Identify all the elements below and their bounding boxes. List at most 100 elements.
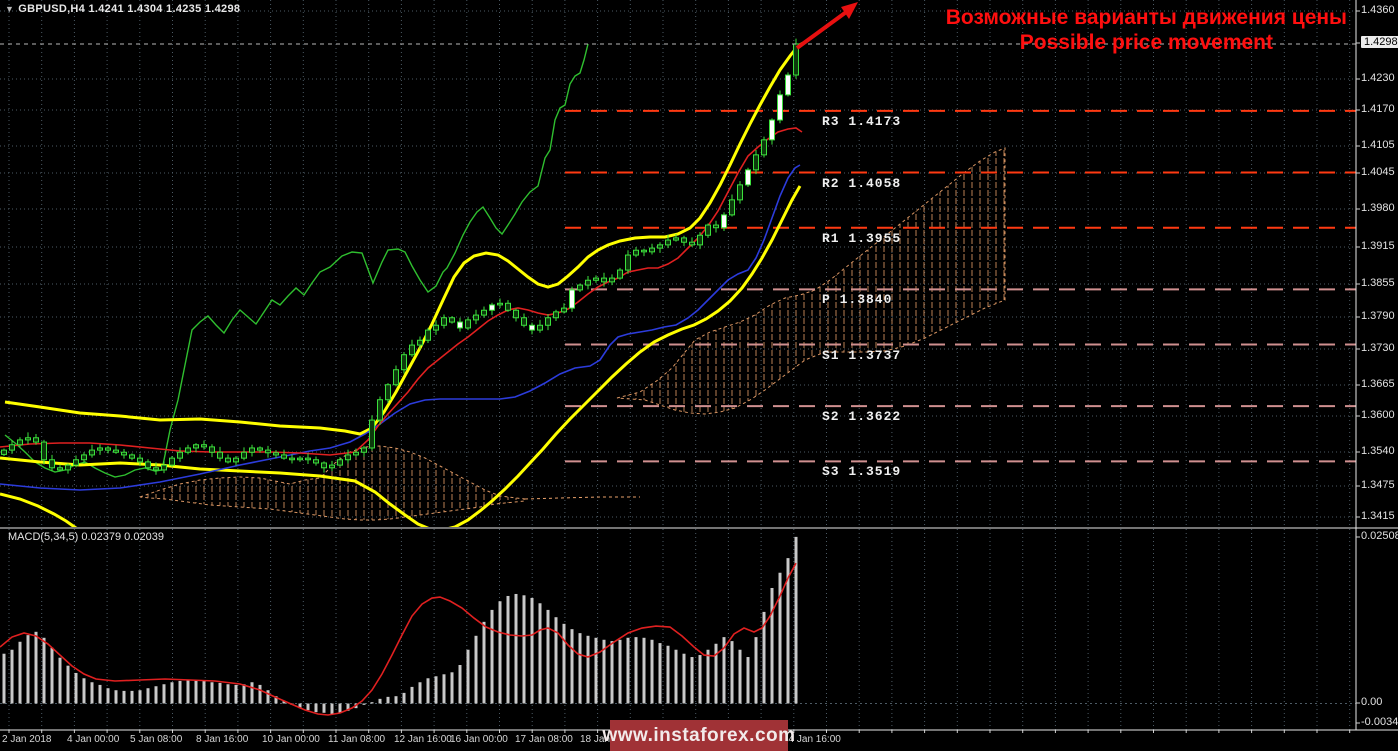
- candle-body: [65, 464, 71, 471]
- candle-body: [225, 457, 231, 463]
- macd-histogram-bar: [362, 703, 366, 705]
- candle-body: [81, 454, 87, 461]
- candle-body: [289, 457, 295, 461]
- bollinger-lower-line: [0, 492, 78, 527]
- candle-body: [513, 309, 519, 319]
- pivot-label-r2: R2 1.4058: [822, 176, 902, 191]
- candle-body: [457, 321, 463, 329]
- macd-histogram-bar: [778, 572, 782, 704]
- price-axis-label: 1.4045: [1361, 166, 1395, 178]
- time-axis-label: 10 Jan 00:00: [262, 734, 320, 745]
- candle-body: [753, 154, 759, 171]
- candle-body: [497, 302, 503, 306]
- macd-histogram-bar: [66, 665, 70, 704]
- macd-axis-label: -0.00343: [1361, 716, 1398, 728]
- macd-histogram-bar: [730, 641, 734, 704]
- macd-histogram-bar: [282, 700, 286, 704]
- candle-body: [1, 449, 7, 455]
- macd-histogram-bar: [738, 649, 742, 704]
- macd-histogram-bar: [18, 641, 22, 704]
- time-axis-label: 16 Jan 00:00: [450, 734, 508, 745]
- candle-body: [161, 464, 167, 471]
- macd-histogram-bar: [122, 690, 126, 704]
- candle-body: [305, 457, 311, 461]
- candle-body: [505, 302, 511, 311]
- pivot-label-r1: R1 1.3955: [822, 231, 902, 246]
- candle-body: [521, 317, 527, 326]
- macd-indicator-caption: MACD(5,34,5) 0.02379 0.02039: [8, 531, 164, 543]
- candle-body: [33, 437, 39, 443]
- macd-histogram-bar: [586, 635, 590, 704]
- macd-histogram-bar: [82, 678, 86, 704]
- candle-body: [729, 199, 735, 216]
- time-axis-label: 17 Jan 08:00: [515, 734, 573, 745]
- macd-histogram-bar: [178, 680, 182, 704]
- macd-histogram-bar: [658, 643, 662, 704]
- macd-histogram-bar: [242, 684, 246, 704]
- candle-body: [449, 317, 455, 323]
- candle-body: [73, 459, 79, 466]
- macd-histogram-bar: [258, 684, 262, 704]
- candle-body: [41, 441, 47, 461]
- macd-histogram-bar: [570, 629, 574, 704]
- candle-body: [681, 237, 687, 243]
- price-axis-label: 1.4230: [1361, 72, 1395, 84]
- pivot-label-s1: S1 1.3737: [822, 348, 902, 363]
- candle-body: [545, 317, 551, 326]
- macd-histogram-bar: [690, 657, 694, 704]
- macd-histogram-bar: [698, 655, 702, 704]
- price-axis-label: 1.3980: [1361, 202, 1395, 214]
- time-axis-label: 4 Jan 00:00: [67, 734, 120, 745]
- price-axis-label: 1.3540: [1361, 445, 1395, 457]
- macd-histogram-bar: [58, 657, 62, 704]
- macd-histogram-bar: [618, 639, 622, 704]
- macd-histogram-bar: [538, 603, 542, 704]
- candle-body: [169, 457, 175, 466]
- macd-histogram-bar: [594, 637, 598, 704]
- candle-body: [473, 314, 479, 321]
- chevron-down-icon[interactable]: ▼: [5, 4, 15, 14]
- macd-histogram-bar: [210, 682, 214, 704]
- kijun-sen-line: [0, 164, 801, 491]
- candle-body: [609, 277, 615, 283]
- macd-histogram-bar: [458, 664, 462, 704]
- candle-body: [241, 451, 247, 459]
- candle-body: [345, 454, 351, 461]
- candle-body: [145, 461, 151, 469]
- macd-histogram-bar: [146, 688, 150, 704]
- candle-body: [193, 444, 199, 449]
- macd-histogram-bar: [346, 703, 350, 711]
- macd-histogram-bar: [26, 635, 30, 704]
- macd-histogram-bar: [218, 682, 222, 704]
- candle-body: [273, 452, 279, 456]
- macd-histogram-bar: [274, 696, 278, 704]
- candle-body: [281, 454, 287, 459]
- candle-body: [641, 249, 647, 253]
- price-axis-label: 1.3790: [1361, 310, 1395, 322]
- candle-body: [17, 439, 23, 446]
- macd-histogram-bar: [250, 682, 254, 704]
- macd-histogram-bar: [514, 593, 518, 704]
- candle-body: [433, 324, 439, 331]
- candle-body: [721, 214, 727, 229]
- candle-body: [385, 384, 391, 401]
- broker-watermark[interactable]: www.instaforex.com: [602, 720, 795, 751]
- candle-body: [697, 234, 703, 246]
- macd-histogram-bar: [610, 641, 614, 704]
- time-axis-label: 24 Jan 16:00: [783, 734, 841, 745]
- candle-body: [49, 459, 55, 469]
- macd-histogram-bar: [602, 639, 606, 704]
- macd-histogram-bar: [650, 639, 654, 704]
- candle-body: [601, 277, 607, 283]
- price-axis-label: 1.3915: [1361, 240, 1395, 252]
- macd-histogram-bar: [2, 653, 6, 704]
- macd-histogram-bar: [34, 631, 38, 704]
- price-projection-arrow: [795, 8, 851, 50]
- macd-histogram-bar: [114, 690, 118, 704]
- macd-histogram-bar: [466, 649, 470, 704]
- macd-histogram-bar: [546, 609, 550, 704]
- candle-body: [113, 449, 119, 453]
- candle-body: [673, 237, 679, 241]
